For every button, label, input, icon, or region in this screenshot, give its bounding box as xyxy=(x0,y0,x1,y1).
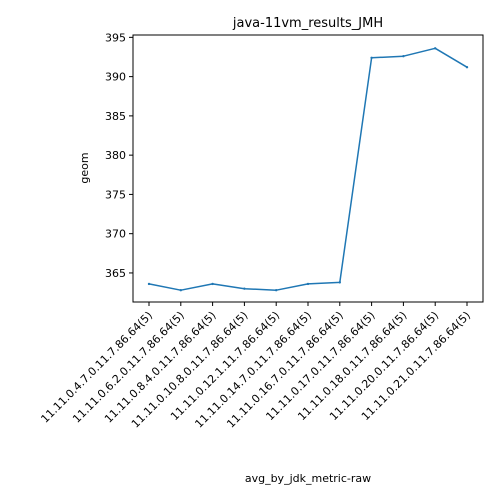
y-tick-label: 380 xyxy=(105,149,126,162)
data-point xyxy=(370,56,373,59)
data-point xyxy=(211,282,214,286)
series-line xyxy=(148,47,468,291)
data-point xyxy=(465,65,469,69)
data-point xyxy=(338,281,341,284)
series-group xyxy=(147,47,469,292)
y-tick-label: 385 xyxy=(105,110,126,123)
data-point xyxy=(147,282,151,286)
data-point xyxy=(306,282,310,286)
data-point xyxy=(275,289,278,292)
x-axis-label: avg_by_jdk_metric-raw xyxy=(245,472,371,485)
plot-area-frame xyxy=(132,34,484,303)
y-tick-label: 395 xyxy=(105,31,126,44)
x-axis: 11.11.0.4.7.0.11.7.86.64(5)11.11.0.6.2.0… xyxy=(38,302,473,431)
y-tick-label: 370 xyxy=(105,228,126,241)
y-tick-label: 390 xyxy=(105,71,126,84)
y-tick-label: 375 xyxy=(105,188,126,201)
y-axis-label: geom xyxy=(78,152,91,183)
data-point xyxy=(402,55,405,58)
data-point xyxy=(434,47,437,50)
y-axis: 365 370 375 380 385 390 395 xyxy=(105,31,133,280)
data-point xyxy=(243,287,246,290)
data-point xyxy=(179,289,182,292)
chart-title: java-11vm_results_JMH xyxy=(232,16,383,31)
y-tick-label: 365 xyxy=(105,267,126,280)
